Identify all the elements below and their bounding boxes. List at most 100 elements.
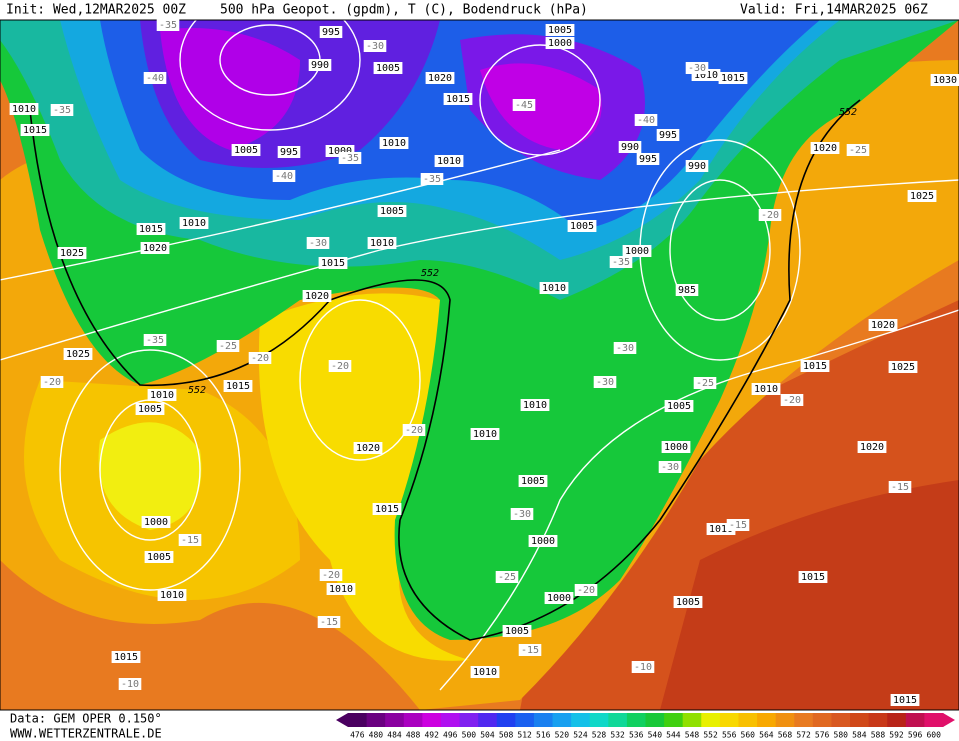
temperature-label-box xyxy=(758,209,782,221)
colorbar-swatch xyxy=(794,713,814,727)
pressure-label: 1010 xyxy=(473,429,497,440)
temperature-label: -30 xyxy=(513,509,531,520)
colorbar-swatch xyxy=(719,713,739,727)
pressure-label-box xyxy=(353,442,383,454)
pressure-label: 1005 xyxy=(234,145,258,156)
pressure-label-box xyxy=(528,535,558,547)
colorbar-swatch xyxy=(496,713,516,727)
colorbar-swatch xyxy=(757,713,777,727)
colorbar-label: 528 xyxy=(592,731,607,740)
valid-time: Valid: Fri,14MAR2025 06Z xyxy=(740,3,928,18)
pressure-label: 1010 xyxy=(182,218,206,229)
pressure-label: 1015 xyxy=(23,125,47,136)
pressure-label: 1005 xyxy=(380,206,404,217)
pressure-label-box xyxy=(907,190,937,202)
pressure-label-box xyxy=(136,223,166,235)
temperature-label: -40 xyxy=(146,73,164,84)
pressure-label-box xyxy=(147,389,177,401)
geopotential-label: 552 xyxy=(188,385,206,396)
colorbar-swatch xyxy=(924,713,944,727)
pressure-label: 1025 xyxy=(60,248,84,259)
temperature-label: -20 xyxy=(251,353,269,364)
colorbar-label: 580 xyxy=(834,731,849,740)
pressure-label: 1010 xyxy=(370,238,394,249)
pressure-label: 1015 xyxy=(803,361,827,372)
pressure-label: 1020 xyxy=(860,442,884,453)
map-frame xyxy=(0,19,959,711)
pressure-label: 1015 xyxy=(721,73,745,84)
pressure-label: 1010 xyxy=(754,384,778,395)
pressure-label-box xyxy=(231,144,261,156)
pressure-label: 985 xyxy=(678,285,696,296)
pressure-label-box xyxy=(810,142,840,154)
colorbar-swatch xyxy=(478,713,498,727)
pressure-label: 995 xyxy=(322,27,340,38)
pressure-label: 1010 xyxy=(12,104,36,115)
colorbar-label: 592 xyxy=(889,731,904,740)
pressure-label: 1020 xyxy=(871,320,895,331)
colorbar-swatch xyxy=(905,713,925,727)
pressure-label-box xyxy=(425,72,455,84)
temperature-label: -25 xyxy=(849,145,867,156)
temperature-label-box xyxy=(272,170,296,182)
colorbar-swatch xyxy=(348,713,368,727)
colorbar-label: 596 xyxy=(908,731,923,740)
pressure-label-box xyxy=(664,400,694,412)
colorbar-arrow-right xyxy=(943,713,955,727)
temperature-label-box xyxy=(216,340,240,352)
temperature-label: -35 xyxy=(53,105,71,116)
pressure-label: 1020 xyxy=(143,243,167,254)
colorbar-swatch xyxy=(440,713,461,727)
pressure-label-box xyxy=(372,503,402,515)
colorbar-label: 492 xyxy=(424,731,439,740)
temperature-label: -30 xyxy=(688,63,706,74)
pressure-label: 1000 xyxy=(328,146,352,157)
pressure-label-box xyxy=(373,62,403,74)
pressure-label-box xyxy=(318,257,348,269)
temperature-label-box xyxy=(50,104,74,116)
pressure-label-box xyxy=(890,694,920,706)
colorbar-swatch xyxy=(533,713,554,727)
temperature-label: -20 xyxy=(783,395,801,406)
colorbar-swatch xyxy=(738,713,758,727)
pressure-label-box xyxy=(135,403,165,415)
colorbar-label: 488 xyxy=(406,731,421,740)
temperature-label: -35 xyxy=(159,20,177,31)
colorbar-label: 544 xyxy=(666,731,681,740)
temperature-label-box xyxy=(143,334,167,346)
colorbar-swatch xyxy=(645,713,665,727)
temperature-label-box xyxy=(143,72,167,84)
pressure-label-box xyxy=(567,220,597,232)
colorbar-swatch xyxy=(571,713,591,727)
colorbar-label: 508 xyxy=(499,731,514,740)
pressure-label: 1015 xyxy=(801,572,825,583)
colorbar-label: 484 xyxy=(387,731,402,740)
colorbar-label: 476 xyxy=(350,731,365,740)
temperature-label-box xyxy=(306,237,330,249)
pressure-label-box xyxy=(308,59,332,71)
pressure-label-box xyxy=(656,129,680,141)
colorbar-label: 504 xyxy=(480,731,495,740)
pressure-label-box xyxy=(443,93,473,105)
temperature-label: -30 xyxy=(596,377,614,388)
pressure-label-box xyxy=(673,596,703,608)
temperature-label-box xyxy=(495,571,519,583)
temperature-label-box xyxy=(609,256,633,268)
pressure-label-box xyxy=(800,360,830,372)
pressure-label-box xyxy=(379,137,409,149)
temperature-label-box xyxy=(846,144,870,156)
colorbar-swatch xyxy=(664,713,684,727)
temperature-label-box xyxy=(317,616,341,628)
temperature-label: -25 xyxy=(696,378,714,389)
temperature-label-box xyxy=(574,584,598,596)
temperature-label-box xyxy=(726,519,750,531)
map-background xyxy=(0,20,959,710)
pressure-label-box xyxy=(888,361,918,373)
pressure-label: 1010 xyxy=(160,590,184,601)
pressure-label-box xyxy=(326,583,356,595)
pressure-label: 995 xyxy=(280,147,298,158)
colorbar-swatch xyxy=(515,713,535,727)
temperature-label-box xyxy=(510,508,534,520)
colorbar-swatch xyxy=(403,713,423,727)
colorbar-arrow-left xyxy=(336,713,348,727)
